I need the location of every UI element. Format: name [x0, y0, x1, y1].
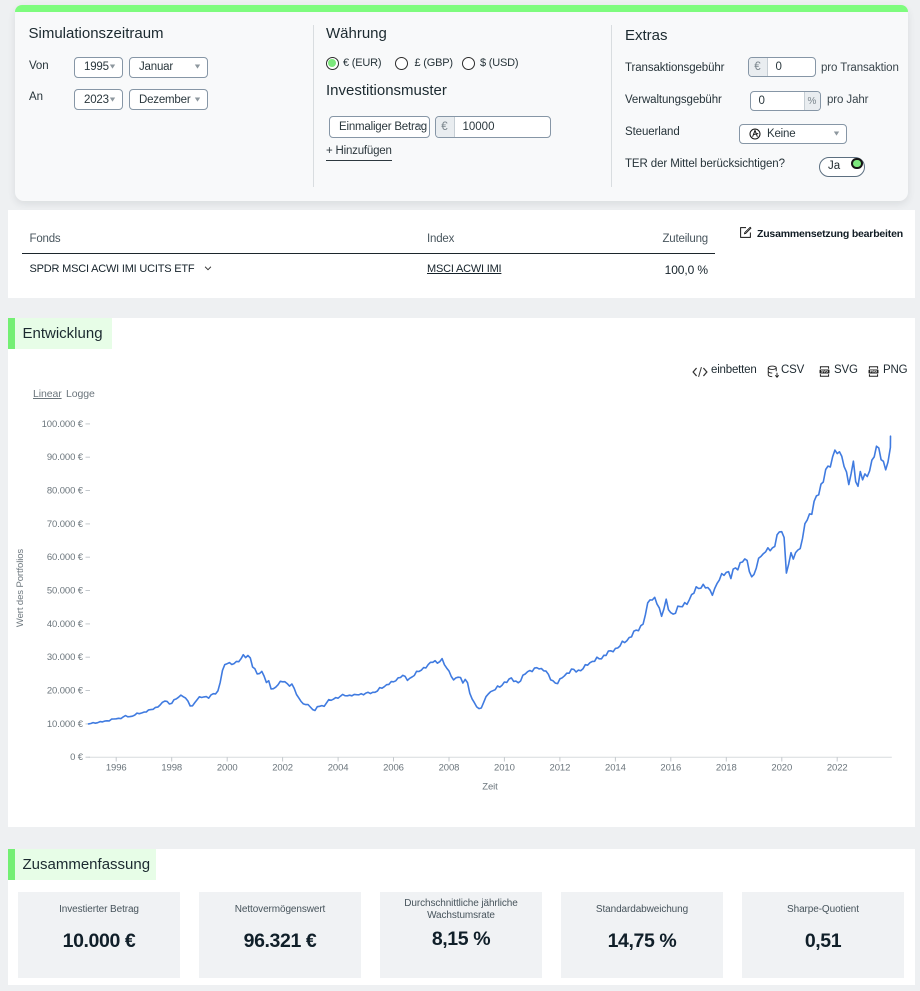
- svg-text:0 €: 0 €: [70, 752, 84, 763]
- svg-text:2006: 2006: [383, 763, 404, 774]
- svg-text:2010: 2010: [494, 763, 515, 774]
- svg-text:70.000 €: 70.000 €: [47, 519, 84, 530]
- svg-text:60.000 €: 60.000 €: [47, 552, 84, 563]
- svg-text:SVG: SVG: [820, 370, 827, 374]
- svg-text:1998: 1998: [161, 763, 182, 774]
- svg-text:2002: 2002: [272, 763, 293, 774]
- svg-text:Wert des Portfolios: Wert des Portfolios: [15, 549, 26, 628]
- svg-text:2016: 2016: [660, 763, 681, 774]
- svg-text:2012: 2012: [550, 763, 571, 774]
- svg-text:PNG: PNG: [870, 370, 878, 374]
- svg-text:10.000 €: 10.000 €: [47, 719, 84, 730]
- svg-text:2004: 2004: [328, 763, 349, 774]
- svg-text:80.000 €: 80.000 €: [47, 486, 84, 497]
- svg-text:2000: 2000: [217, 763, 238, 774]
- svg-text:2008: 2008: [439, 763, 460, 774]
- svg-text:2014: 2014: [605, 763, 626, 774]
- svg-text:2018: 2018: [716, 763, 737, 774]
- svg-text:90.000 €: 90.000 €: [47, 452, 84, 463]
- svg-text:30.000 €: 30.000 €: [47, 652, 84, 663]
- svg-text:Zeit: Zeit: [482, 782, 498, 793]
- svg-text:2022: 2022: [827, 763, 848, 774]
- svg-text:50.000 €: 50.000 €: [47, 586, 84, 597]
- svg-text:20.000 €: 20.000 €: [47, 686, 84, 697]
- svg-text:2020: 2020: [771, 763, 792, 774]
- svg-text:40.000 €: 40.000 €: [47, 619, 84, 630]
- svg-text:1996: 1996: [106, 763, 127, 774]
- svg-text:100.000 €: 100.000 €: [42, 419, 84, 430]
